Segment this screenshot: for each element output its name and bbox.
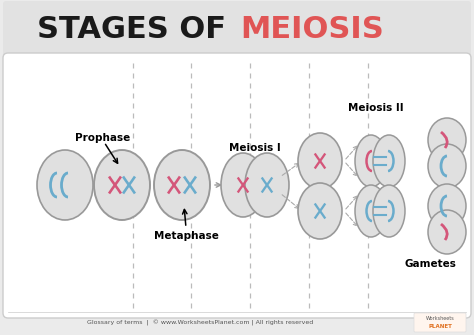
- FancyBboxPatch shape: [414, 313, 466, 332]
- Text: Meiosis II: Meiosis II: [348, 103, 404, 113]
- Ellipse shape: [154, 150, 210, 220]
- Ellipse shape: [221, 153, 265, 217]
- Ellipse shape: [428, 118, 466, 162]
- Ellipse shape: [428, 184, 466, 228]
- Ellipse shape: [373, 135, 405, 187]
- Ellipse shape: [94, 150, 150, 220]
- Ellipse shape: [373, 185, 405, 237]
- Text: Worksheets: Worksheets: [426, 317, 455, 322]
- Ellipse shape: [355, 185, 387, 237]
- Text: Prophase: Prophase: [75, 133, 131, 143]
- Ellipse shape: [428, 210, 466, 254]
- Text: PLANET: PLANET: [428, 324, 452, 329]
- FancyBboxPatch shape: [3, 1, 471, 57]
- Ellipse shape: [37, 150, 93, 220]
- Text: Gametes: Gametes: [404, 259, 456, 269]
- Text: Metaphase: Metaphase: [154, 231, 219, 241]
- Ellipse shape: [428, 144, 466, 188]
- Ellipse shape: [355, 135, 387, 187]
- Ellipse shape: [245, 153, 289, 217]
- Text: MEIOSIS: MEIOSIS: [240, 15, 384, 45]
- Ellipse shape: [298, 183, 342, 239]
- Ellipse shape: [298, 133, 342, 189]
- Text: Meiosis I: Meiosis I: [229, 143, 281, 153]
- FancyBboxPatch shape: [3, 53, 471, 318]
- Text: Glossary of terms  |  © www.WorksheetsPlanet.com | All rights reserved: Glossary of terms | © www.WorksheetsPlan…: [87, 320, 313, 326]
- Text: STAGES OF: STAGES OF: [37, 15, 237, 45]
